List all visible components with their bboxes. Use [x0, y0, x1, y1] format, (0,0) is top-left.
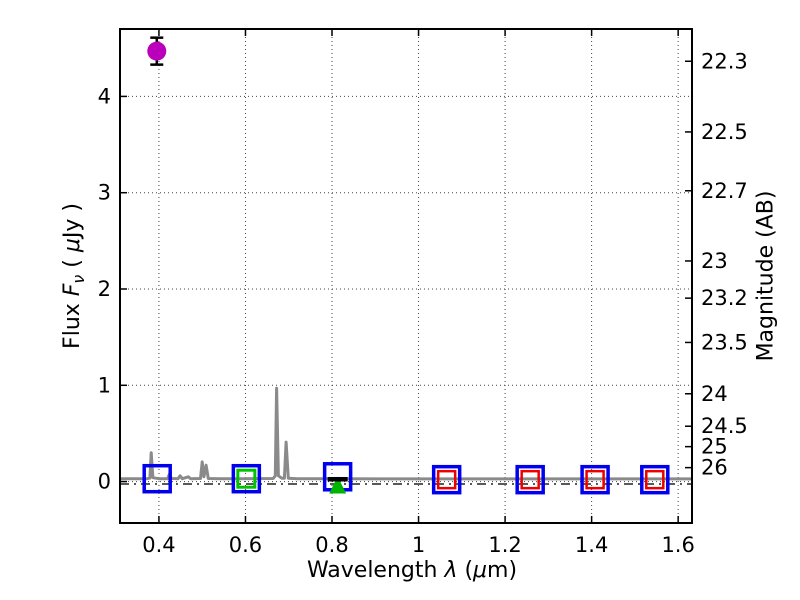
flux-tick-label: 1	[98, 373, 111, 397]
upper-limit-cap	[327, 476, 348, 482]
model-red-squares	[585, 469, 605, 490]
observed-flux-squares	[231, 463, 262, 494]
upper-limit-triangle	[329, 476, 347, 494]
flux-axis-title: Flux Fν ( μJy )	[60, 203, 88, 349]
flux-tick-label: 3	[98, 181, 111, 205]
flux-tick-label: 2	[98, 277, 111, 301]
magnitude-tick-label: 23.5	[701, 330, 748, 354]
model-red-squares	[645, 469, 665, 490]
x-tick-label: 1.6	[661, 533, 694, 557]
model-green-square	[236, 468, 257, 489]
magnitude-tick-label: 22.5	[701, 120, 748, 144]
flux-symbol: F	[59, 283, 85, 297]
x-axis-unit-open: (	[464, 558, 474, 583]
observed-flux-squares	[640, 464, 670, 495]
magnitude-tick-label: 22.7	[701, 179, 748, 203]
observed-flux-squares	[515, 464, 545, 495]
x-axis-title: Wavelength λ (μm)	[307, 558, 517, 583]
x-tick-label: 1	[412, 533, 425, 557]
plot-spine	[119, 28, 693, 524]
magnitude-tick-label: 23	[701, 249, 728, 273]
flux-nu-subscript: ν	[69, 274, 89, 284]
magnitude-tick-label: 24.5	[701, 414, 748, 438]
detected-flux-point	[147, 41, 167, 61]
observed-flux-squares	[431, 464, 462, 495]
x-axis-lambda-symbol: λ	[444, 558, 465, 583]
x-axis-title-word: Wavelength	[306, 558, 445, 583]
flux-axis-word: Flux	[59, 296, 85, 349]
x-axis-unit-close: m)	[487, 558, 518, 583]
model-red-squares	[436, 469, 457, 490]
magnitude-axis-text: Magnitude (AB)	[753, 190, 779, 362]
magnitude-tick-label: 26	[701, 456, 728, 480]
x-axis-mu-symbol: μ	[473, 558, 488, 583]
x-tick-label: 0.8	[315, 533, 348, 557]
flux-unit-close: Jy )	[59, 203, 85, 239]
magnitude-axis-title: Magnitude (AB)	[754, 191, 779, 362]
x-tick-label: 1.4	[575, 533, 608, 557]
flux-tick-label: 0	[98, 470, 111, 494]
observed-flux-squares	[142, 463, 172, 494]
magnitude-tick-label: 24	[701, 382, 728, 406]
x-tick-label: 0.6	[229, 533, 262, 557]
model-red-squares	[520, 469, 540, 490]
flux-tick-label: 4	[98, 84, 111, 108]
flux-unit-open: (	[59, 252, 85, 275]
magnitude-tick-label: 22.3	[701, 49, 748, 73]
magnitude-tick-label: 23.2	[701, 286, 748, 310]
model-spectrum	[120, 386, 692, 481]
flux-mu-symbol: μ	[59, 238, 85, 253]
x-tick-label: 1.2	[488, 533, 521, 557]
observed-flux-squares	[580, 464, 610, 495]
magnitude-tick-label: 25	[701, 435, 728, 459]
x-tick-label: 0.4	[142, 533, 175, 557]
